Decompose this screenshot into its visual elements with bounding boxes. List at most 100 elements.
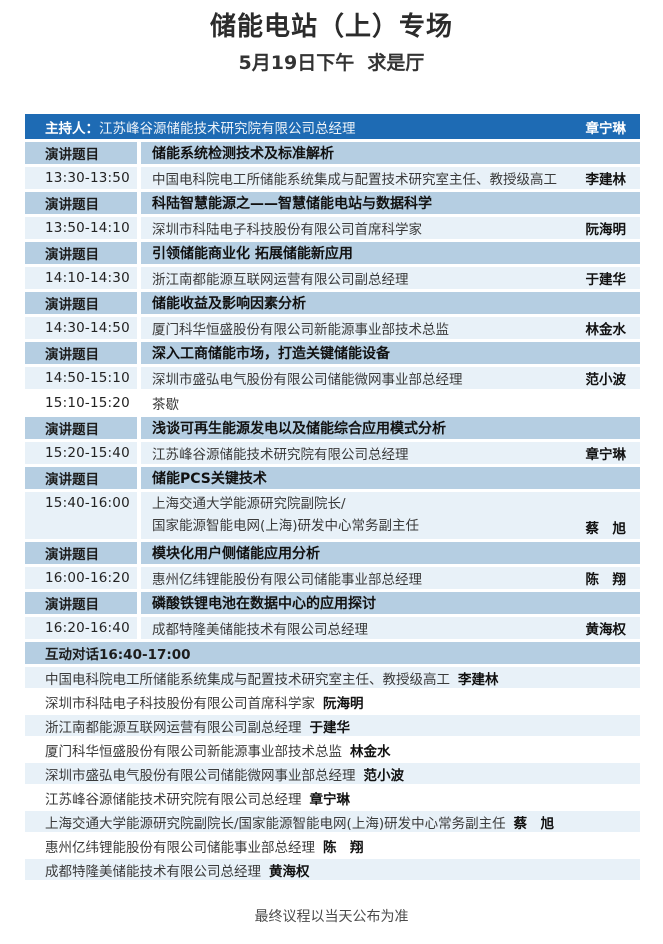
session-time: 14:10-14:30 xyxy=(45,270,130,286)
agenda-content-cell: 储能PCS关键技术 xyxy=(141,467,640,489)
agenda-topic-row: 演讲题目 储能系统检测技术及标准解析 xyxy=(25,142,640,164)
agenda-time-cell: 15:20-15:40 xyxy=(25,442,137,464)
agenda-session-row: 14:10-14:30 浙江南都能源互联网运营有限公司副总经理 于建华 xyxy=(25,267,640,289)
agenda-time-cell: 14:10-14:30 xyxy=(25,267,137,289)
session-desc: 江苏峰谷源储能技术研究院有限公司总经理 xyxy=(152,447,409,463)
agenda-time-cell: 14:30-14:50 xyxy=(25,317,137,339)
speaker-name: 黄海权 xyxy=(585,622,627,638)
session-time: 16:20-16:40 xyxy=(45,620,130,636)
agenda-session-row: 13:50-14:10 深圳市科陆电子科技股份有限公司首席科学家 阮海明 xyxy=(25,217,640,239)
agenda-content-cell: 惠州亿纬锂能股份有限公司储能事业部总经理 陈 翔 xyxy=(141,567,640,589)
speaker-name: 章宁琳 xyxy=(585,447,627,463)
speaker-name: 蔡 旭 xyxy=(585,521,627,537)
column-divider xyxy=(137,442,141,464)
session-desc: 浙江南都能源互联网运营有限公司副总经理 xyxy=(152,272,409,288)
dialogue-row: 中国电科院电工所储能系统集成与配置技术研究室主任、教授级高工 李建林 xyxy=(25,667,640,688)
session-time: 14:30-14:50 xyxy=(45,320,130,336)
topic-label: 演讲题目 xyxy=(45,297,99,313)
agenda-content-cell: 中国电科院电工所储能系统集成与配置技术研究室主任、教授级高工 李建林 xyxy=(141,167,640,189)
topic-title: 引领储能商业化 拓展储能新应用 xyxy=(152,246,353,262)
host-name: 章宁琳 xyxy=(585,120,627,137)
dialogue-desc: 中国电科院电工所储能系统集成与配置技术研究室主任、教授级高工 xyxy=(45,671,450,688)
agenda-time-cell: 演讲题目 xyxy=(25,592,137,614)
agenda-content-cell: 浙江南都能源互联网运营有限公司副总经理 于建华 xyxy=(141,267,640,289)
column-divider xyxy=(137,592,141,614)
dialogue-desc: 惠州亿纬锂能股份有限公司储能事业部总经理 xyxy=(45,839,315,856)
column-divider xyxy=(137,342,141,364)
dialogue-desc: 江苏峰谷源储能技术研究院有限公司总经理 xyxy=(45,791,302,808)
topic-title: 科陆智慧能源之——智慧储能电站与数据科学 xyxy=(152,196,432,212)
dialogue-desc: 浙江南都能源互联网运营有限公司副总经理 xyxy=(45,719,302,736)
dialogue-row: 成都特隆美储能技术有限公司总经理 黄海权 xyxy=(25,859,640,880)
dialogue-desc: 厦门科华恒盛股份有限公司新能源事业部技术总监 xyxy=(45,743,342,760)
agenda-time-cell: 15:10-15:20 xyxy=(25,392,137,414)
column-divider xyxy=(137,367,141,389)
speaker-name: 李建林 xyxy=(585,172,627,188)
session-time: 15:20-15:40 xyxy=(45,445,130,461)
column-divider xyxy=(137,217,141,239)
dialogue-row: 浙江南都能源互联网运营有限公司副总经理 于建华 xyxy=(25,715,640,736)
session-desc: 深圳市盛弘电气股份有限公司储能微网事业部总经理 xyxy=(152,372,463,388)
dialogue-desc: 上海交通大学能源研究院副院长/国家能源智能电网(上海)研发中心常务副主任 xyxy=(45,815,506,832)
session-desc: 茶歇 xyxy=(152,397,179,413)
agenda-content-cell: 深入工商储能市场，打造关键储能设备 xyxy=(141,342,640,364)
agenda-content-cell: 储能收益及影响因素分析 xyxy=(141,292,640,314)
session-desc: 中国电科院电工所储能系统集成与配置技术研究室主任、教授级高工 xyxy=(152,172,557,188)
column-divider xyxy=(137,392,141,414)
agenda-session-row: 15:20-15:40 江苏峰谷源储能技术研究院有限公司总经理 章宁琳 xyxy=(25,442,640,464)
column-divider xyxy=(137,192,141,214)
dialogue-row: 深圳市盛弘电气股份有限公司储能微网事业部总经理 范小波 xyxy=(25,763,640,784)
topic-label: 演讲题目 xyxy=(45,547,99,563)
session-time: 16:00-16:20 xyxy=(45,570,130,586)
dialogue-desc: 深圳市盛弘电气股份有限公司储能微网事业部总经理 xyxy=(45,767,356,784)
dialogue-name: 蔡 旭 xyxy=(513,815,555,832)
column-divider xyxy=(137,492,141,539)
dialogue-name: 章宁琳 xyxy=(309,791,351,808)
session-time: 15:10-15:20 xyxy=(45,395,130,411)
topic-title: 浅谈可再生能源发电以及储能综合应用模式分析 xyxy=(152,421,446,437)
agenda-content-cell: 深圳市盛弘电气股份有限公司储能微网事业部总经理 范小波 xyxy=(141,367,640,389)
topic-label: 演讲题目 xyxy=(45,247,99,263)
dialogue-name: 范小波 xyxy=(363,767,405,784)
topic-title: 模块化用户侧储能应用分析 xyxy=(152,546,320,562)
agenda-topic-row: 演讲题目 模块化用户侧储能应用分析 xyxy=(25,542,640,564)
session-desc: 惠州亿纬锂能股份有限公司储能事业部总经理 xyxy=(152,572,422,588)
page-footer: 最终议程以当天公布为准 xyxy=(254,909,409,925)
dialogue-row: 厦门科华恒盛股份有限公司新能源事业部技术总监 林金水 xyxy=(25,739,640,760)
agenda-topic-row: 演讲题目 储能收益及影响因素分析 xyxy=(25,292,640,314)
topic-title: 储能收益及影响因素分析 xyxy=(152,296,306,312)
agenda-topic-row: 演讲题目 储能PCS关键技术 xyxy=(25,467,640,489)
session-desc-line: 上海交通大学能源研究院副院长/ xyxy=(152,495,346,512)
agenda-content-cell: 模块化用户侧储能应用分析 xyxy=(141,542,640,564)
agenda-time-cell: 演讲题目 xyxy=(25,467,137,489)
agenda-topic-row: 演讲题目 磷酸铁锂电池在数据中心的应用探讨 xyxy=(25,592,640,614)
column-divider xyxy=(137,467,141,489)
column-divider xyxy=(137,242,141,264)
agenda-content-cell: 江苏峰谷源储能技术研究院有限公司总经理 章宁琳 xyxy=(141,442,640,464)
session-desc-line: 国家能源智能电网(上海)研发中心常务副主任 xyxy=(152,517,420,534)
agenda-time-cell: 演讲题目 xyxy=(25,192,137,214)
column-divider xyxy=(137,167,141,189)
session-desc: 深圳市科陆电子科技股份有限公司首席科学家 xyxy=(152,222,422,238)
agenda-content-cell: 上海交通大学能源研究院副院长/国家能源智能电网(上海)研发中心常务副主任 蔡 旭 xyxy=(141,492,640,539)
topic-label: 演讲题目 xyxy=(45,422,99,438)
topic-title: 深入工商储能市场，打造关键储能设备 xyxy=(152,346,390,362)
speaker-name: 范小波 xyxy=(585,372,627,388)
agenda-time-cell: 15:40-16:00 xyxy=(25,492,137,539)
agenda-content-cell: 厦门科华恒盛股份有限公司新能源事业部技术总监 林金水 xyxy=(141,317,640,339)
dialogue-list: 中国电科院电工所储能系统集成与配置技术研究室主任、教授级高工 李建林 深圳市科陆电子… xyxy=(25,667,640,880)
session-desc: 厦门科华恒盛股份有限公司新能源事业部技术总监 xyxy=(152,322,449,338)
host-label: 主持人： xyxy=(45,120,99,137)
agenda-time-cell: 14:50-15:10 xyxy=(25,367,137,389)
dialogue-name: 陈 翔 xyxy=(323,839,364,856)
topic-label: 演讲题目 xyxy=(45,147,99,163)
agenda-time-cell: 演讲题目 xyxy=(25,542,137,564)
agenda-content-cell: 深圳市科陆电子科技股份有限公司首席科学家 阮海明 xyxy=(141,217,640,239)
agenda-content-cell: 茶歇 xyxy=(141,392,640,414)
dialogue-row: 深圳市科陆电子科技股份有限公司首席科学家 阮海明 xyxy=(25,691,640,712)
dialogue-header: 互动对话16:40-17:00 xyxy=(25,642,640,664)
host-row: 主持人： 江苏峰谷源储能技术研究院有限公司总经理 章宁琳 xyxy=(25,114,640,139)
agenda-content-cell: 科陆智慧能源之——智慧储能电站与数据科学 xyxy=(141,192,640,214)
dialogue-name: 于建华 xyxy=(309,719,351,736)
column-divider xyxy=(137,542,141,564)
